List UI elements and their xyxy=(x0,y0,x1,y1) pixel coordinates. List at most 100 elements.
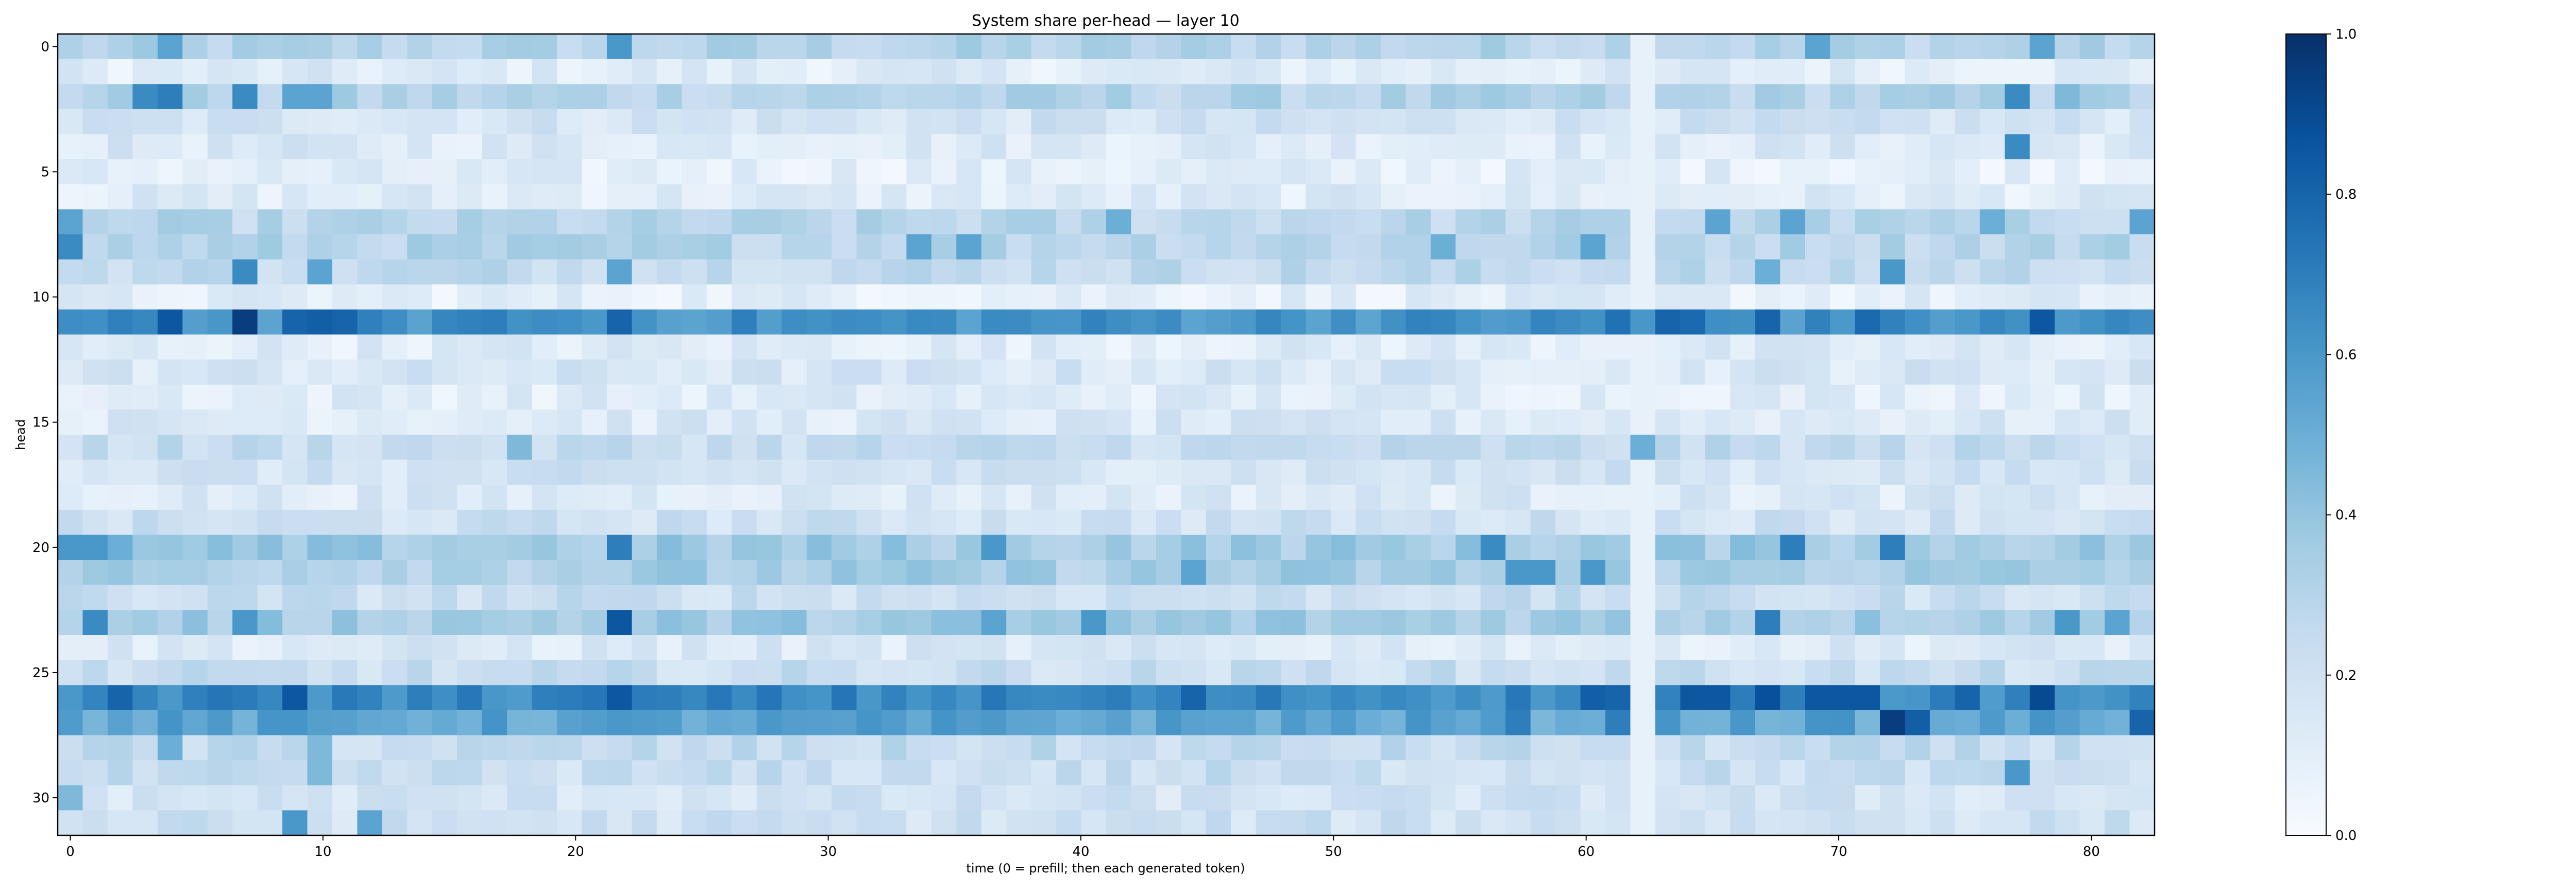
heatmap-cell xyxy=(1630,284,1656,310)
heatmap-cell xyxy=(2105,359,2130,385)
heatmap-cell xyxy=(1780,359,1806,385)
heatmap-cell xyxy=(2005,284,2030,310)
heatmap-cell xyxy=(682,535,707,560)
heatmap-cell xyxy=(557,359,583,385)
heatmap-cell xyxy=(706,760,732,786)
heatmap-cell xyxy=(682,585,707,610)
heatmap-cell xyxy=(2029,735,2055,761)
heatmap-cell xyxy=(756,560,782,586)
heatmap-cell xyxy=(557,509,583,536)
heatmap-cell xyxy=(1730,459,1756,485)
heatmap-cell xyxy=(1380,610,1406,636)
heatmap-cell xyxy=(856,109,882,135)
heatmap-cell xyxy=(1056,760,1082,786)
heatmap-cell xyxy=(1106,184,1132,210)
y-tick-label: 20 xyxy=(32,540,49,556)
heatmap-cell xyxy=(1206,710,1231,736)
heatmap-cell xyxy=(2055,560,2080,586)
heatmap-cell xyxy=(832,284,857,310)
heatmap-cell xyxy=(1929,359,1955,385)
heatmap-cell xyxy=(1855,535,1880,560)
heatmap-cell xyxy=(282,459,308,485)
heatmap-cell xyxy=(507,459,533,485)
heatmap-cell xyxy=(407,509,433,536)
heatmap-cell xyxy=(1181,309,1207,335)
heatmap-cell xyxy=(732,309,757,335)
heatmap-cell xyxy=(1181,359,1207,385)
heatmap-cell xyxy=(1730,284,1756,310)
heatmap-cell xyxy=(782,509,807,536)
heatmap-cell xyxy=(82,259,108,285)
heatmap-cell xyxy=(1181,635,1207,661)
x-tick-label: 70 xyxy=(1831,844,1848,860)
heatmap-cell xyxy=(1256,535,1281,560)
heatmap-cell xyxy=(806,509,832,536)
heatmap-cell xyxy=(1031,760,1057,786)
heatmap-cell xyxy=(2029,585,2055,610)
heatmap-cell xyxy=(1480,685,1506,711)
heatmap-cell xyxy=(2055,710,2080,736)
heatmap-cell xyxy=(1380,735,1406,761)
heatmap-cell xyxy=(906,760,932,786)
heatmap-cell xyxy=(606,84,632,110)
heatmap-cell xyxy=(931,409,957,435)
heatmap-cell xyxy=(1555,560,1581,586)
heatmap-cell xyxy=(1505,34,1531,60)
heatmap-cell xyxy=(307,459,333,485)
heatmap-cell xyxy=(1480,760,1506,786)
heatmap-cell xyxy=(832,435,857,460)
heatmap-cell xyxy=(2129,435,2155,460)
heatmap-cell xyxy=(557,309,583,335)
heatmap-cell xyxy=(1430,685,1456,711)
heatmap-cell xyxy=(1106,710,1132,736)
heatmap-cell xyxy=(1031,234,1057,260)
heatmap-cell xyxy=(1405,384,1431,410)
heatmap-cell xyxy=(1405,234,1431,260)
heatmap-cell xyxy=(1281,560,1307,586)
heatmap-cell xyxy=(1955,159,1980,185)
heatmap-cell xyxy=(1630,560,1656,586)
heatmap-cell xyxy=(2005,435,2030,460)
heatmap-cell xyxy=(1306,309,1331,335)
heatmap-cell xyxy=(482,785,507,811)
heatmap-cell xyxy=(931,309,957,335)
heatmap-cell xyxy=(632,59,657,84)
heatmap-cell xyxy=(1206,685,1231,711)
heatmap-cell xyxy=(806,535,832,560)
heatmap-cell xyxy=(1655,384,1681,410)
heatmap-cell xyxy=(1231,810,1257,836)
heatmap-cell xyxy=(1929,535,1955,560)
heatmap-cell xyxy=(1680,710,1706,736)
heatmap-cell xyxy=(2055,234,2080,260)
heatmap-cell xyxy=(1730,359,1756,385)
heatmap-cell xyxy=(1555,234,1581,260)
heatmap-cell xyxy=(682,485,707,510)
heatmap-cell xyxy=(1231,334,1257,360)
heatmap-cell xyxy=(1430,485,1456,510)
heatmap-cell xyxy=(357,159,383,185)
heatmap-cell xyxy=(1755,535,1781,560)
heatmap-cell xyxy=(856,59,882,84)
heatmap-cell xyxy=(382,660,408,685)
heatmap-cell xyxy=(1555,334,1581,360)
heatmap-cell xyxy=(981,459,1007,485)
heatmap-cell xyxy=(956,535,982,560)
heatmap-cell xyxy=(1505,660,1531,685)
heatmap-cell xyxy=(1905,535,1930,560)
heatmap-cell xyxy=(1955,309,1980,335)
heatmap-cell xyxy=(1181,810,1207,836)
heatmap-cell xyxy=(1780,610,1806,636)
heatmap-cell xyxy=(1031,660,1057,685)
heatmap-cell xyxy=(1006,660,1032,685)
heatmap-cell xyxy=(2029,159,2055,185)
heatmap-cell xyxy=(257,459,283,485)
heatmap-cell xyxy=(1355,785,1381,811)
heatmap-cell xyxy=(157,234,183,260)
heatmap-cell xyxy=(981,660,1007,685)
heatmap-cell xyxy=(1405,184,1431,210)
heatmap-cell xyxy=(906,359,932,385)
heatmap-cell xyxy=(1605,535,1631,560)
heatmap-cell xyxy=(1605,685,1631,711)
heatmap-cell xyxy=(1430,535,1456,560)
